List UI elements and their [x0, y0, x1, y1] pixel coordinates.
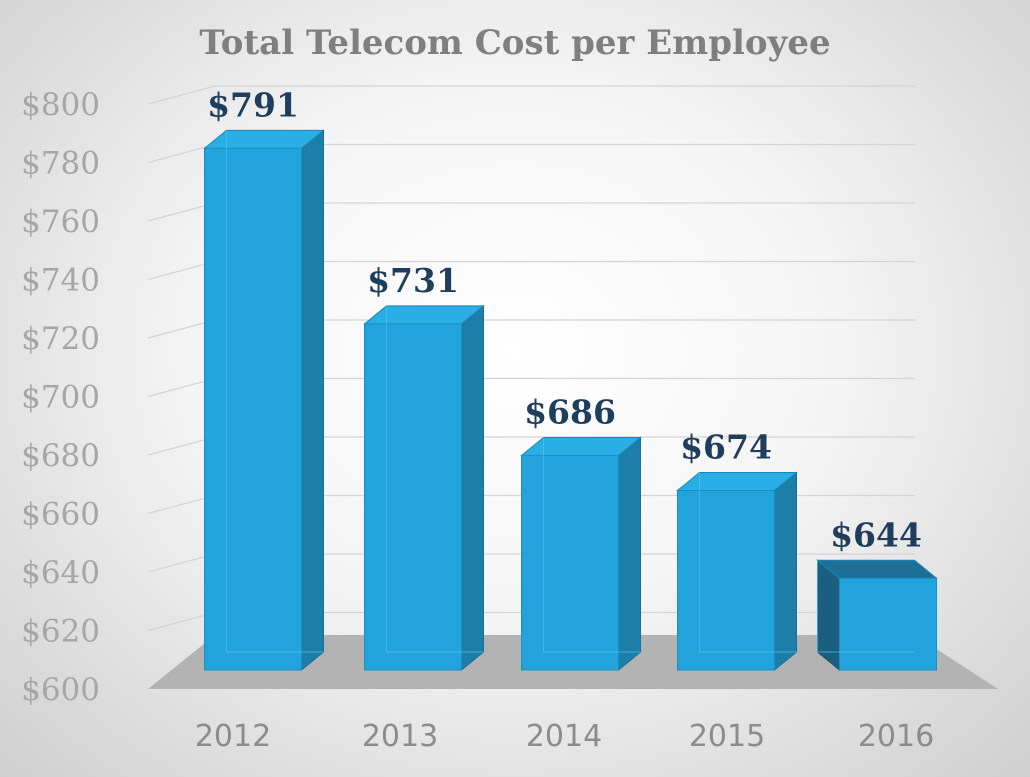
bar-front	[677, 490, 775, 671]
data-label: $686	[524, 392, 616, 431]
bar-inner-edge	[543, 437, 641, 653]
data-label: $674	[680, 428, 772, 467]
x-tick-label: 2015	[689, 719, 765, 754]
bar-inner-edge	[386, 305, 484, 653]
data-label: $791	[207, 85, 299, 124]
y-tick-label: $640	[21, 555, 100, 591]
x-axis-ticks: 2012 2013 2014 2015 2016	[195, 719, 934, 754]
y-axis-ticks: $600 $620 $640 $660 $680 $700 $720 $740 $760 $780…	[21, 87, 100, 708]
x-tick-label: 2014	[526, 719, 602, 754]
bar-2012	[203, 129, 325, 672]
data-label: $644	[830, 515, 922, 554]
bar-side	[817, 559, 840, 672]
x-tick-label: 2016	[858, 719, 934, 754]
bar-2014	[520, 436, 642, 672]
y-tick-label: $720	[21, 321, 100, 357]
x-tick-label: 2012	[195, 719, 271, 754]
y-tick-label: $800	[21, 87, 100, 123]
bars	[203, 129, 938, 672]
data-labels: $791 $731 $686 $674 $644	[207, 85, 922, 554]
bar-inner-edge	[817, 560, 915, 653]
chart-title: Total Telecom Cost per Employee	[199, 23, 830, 63]
y-tick-label: $700	[21, 380, 100, 416]
bar-front	[521, 454, 619, 671]
bar-2015	[676, 471, 798, 672]
y-tick-label: $760	[21, 204, 100, 240]
bar-front	[204, 147, 302, 671]
y-tick-label: $660	[21, 497, 100, 533]
bar-front	[839, 577, 937, 671]
y-tick-label: $680	[21, 438, 100, 474]
y-tick-label: $780	[21, 146, 100, 182]
x-tick-label: 2013	[362, 719, 438, 754]
bar-2016	[816, 559, 938, 672]
bar-front	[364, 323, 462, 671]
gridline	[147, 85, 915, 105]
y-tick-label: $600	[21, 672, 100, 708]
bar-side	[618, 436, 641, 672]
data-label: $731	[367, 261, 459, 300]
bar-inner-edge	[226, 130, 324, 653]
bar-side	[774, 471, 797, 672]
y-tick-label: $740	[21, 263, 100, 299]
bar-inner-edge	[699, 472, 797, 653]
bar-side	[461, 304, 484, 672]
bar-2013	[363, 304, 485, 672]
y-tick-label: $620	[21, 614, 100, 650]
bar-side	[301, 129, 324, 672]
